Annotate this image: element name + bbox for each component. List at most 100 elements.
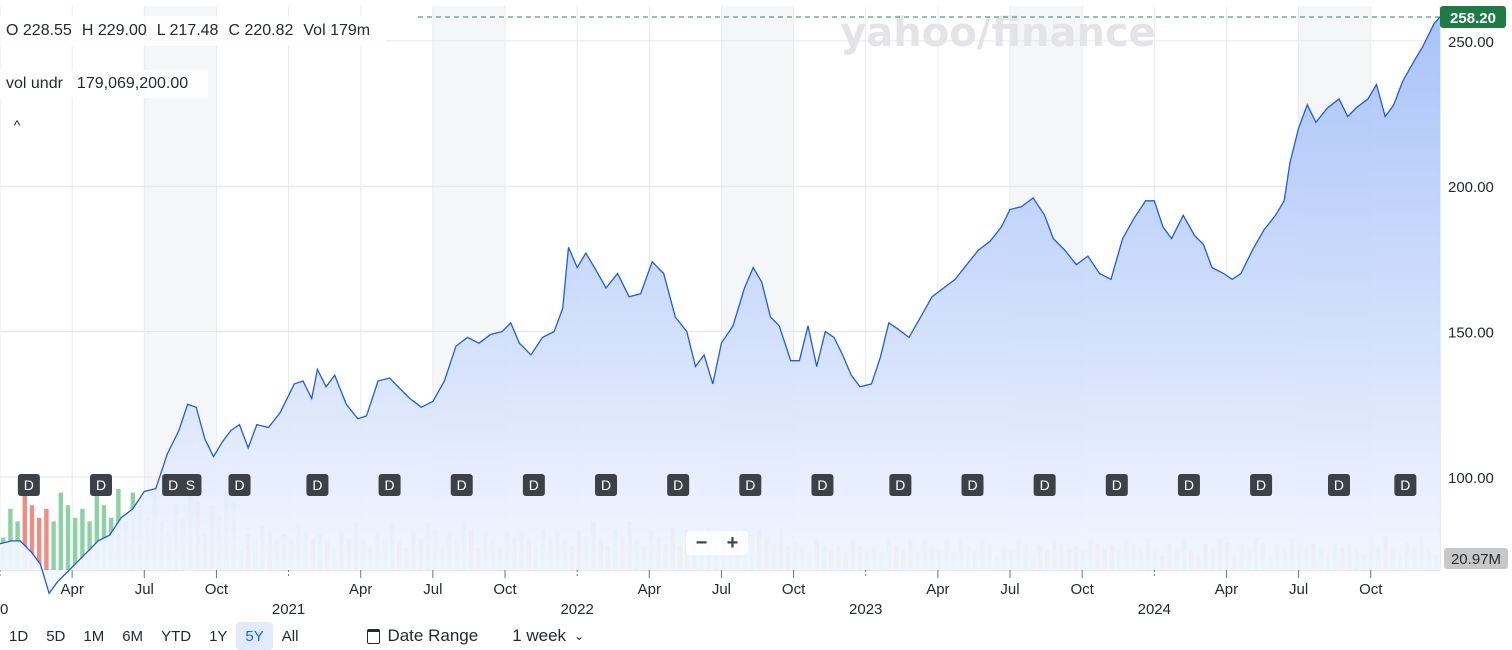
- y-tick-label: 250.00: [1448, 34, 1494, 51]
- x-tick-label: Apr: [349, 581, 372, 598]
- ohlc-readout: O 228.55 H 229.00 L 217.48 C 220.82 Vol …: [0, 16, 387, 46]
- dividend-marker[interactable]: D: [450, 474, 473, 496]
- x-tick-label: Apr: [60, 581, 83, 598]
- marker-label: D: [312, 477, 322, 493]
- marker-label: S: [186, 477, 195, 493]
- marker-label: D: [1112, 477, 1122, 493]
- volume-value: Vol 179m: [303, 22, 371, 39]
- marker-label: D: [457, 477, 467, 493]
- range-1d-button[interactable]: 1D: [9, 627, 29, 645]
- interval-label: 1 week: [512, 626, 567, 645]
- marker-box: [1327, 474, 1350, 496]
- marker-label: D: [385, 477, 395, 493]
- volume-bar: [58, 492, 63, 570]
- dividend-marker[interactable]: D: [378, 474, 401, 496]
- close-value: C 220.82: [228, 22, 294, 39]
- range-5y-button[interactable]: 5Y: [236, 622, 273, 650]
- x-tick-label: Apr: [926, 581, 949, 598]
- marker-label: D: [817, 477, 827, 493]
- last-volume-badge: [1444, 548, 1508, 569]
- marker-box: [162, 474, 185, 496]
- zoom-controls: − +: [686, 531, 748, 555]
- dividend-marker[interactable]: D: [811, 474, 834, 496]
- dividend-marker[interactable]: D: [162, 474, 185, 496]
- range-ytd-button[interactable]: YTD: [161, 627, 192, 645]
- high-value: H 229.00: [81, 22, 147, 39]
- x-tick-label: Jul: [1289, 581, 1308, 598]
- dividend-marker[interactable]: D: [739, 474, 762, 496]
- dividend-marker[interactable]: D: [228, 474, 251, 496]
- dividend-marker[interactable]: S: [179, 474, 202, 496]
- dividend-marker[interactable]: D: [1105, 474, 1128, 496]
- dividend-marker[interactable]: D: [1394, 474, 1417, 496]
- marker-box: [1033, 474, 1056, 496]
- dividend-marker[interactable]: D: [522, 474, 545, 496]
- marker-box: [1250, 474, 1273, 496]
- interval-dropdown[interactable]: 1 week ⌄: [512, 626, 584, 646]
- volume-bar: [94, 492, 99, 570]
- x-tick-label: 2024: [1138, 601, 1171, 618]
- dividend-marker[interactable]: D: [1250, 474, 1273, 496]
- x-tick-label: Oct: [782, 581, 806, 598]
- last-price-badge: [1440, 6, 1506, 29]
- dividend-marker[interactable]: D: [306, 474, 329, 496]
- marker-label: D: [96, 477, 106, 493]
- dividend-marker[interactable]: D: [1327, 474, 1350, 496]
- y-tick-label: 100.00: [1448, 470, 1494, 487]
- marker-label: D: [234, 477, 244, 493]
- chevron-up-icon: ^: [13, 117, 21, 133]
- marker-label: D: [1400, 477, 1410, 493]
- marker-label: D: [24, 477, 34, 493]
- x-tick-label: 2022: [560, 601, 593, 618]
- volume-bar: [37, 517, 42, 570]
- last-volume-value: 20.97M: [1451, 551, 1501, 568]
- volume-bar: [51, 521, 56, 570]
- range-5d-button[interactable]: 5D: [46, 627, 66, 645]
- marker-box: [1394, 474, 1417, 496]
- y-tick-label: 150.00: [1448, 325, 1494, 342]
- marker-box: [889, 474, 912, 496]
- dividend-marker[interactable]: D: [961, 474, 984, 496]
- range-6m-button[interactable]: 6M: [122, 627, 144, 645]
- zoom-out-button[interactable]: −: [695, 532, 708, 554]
- volume-bar: [65, 505, 71, 570]
- x-tick-label: Oct: [1359, 581, 1383, 598]
- range-1y-button[interactable]: 1Y: [209, 627, 228, 645]
- marker-label: D: [529, 477, 539, 493]
- y-tick-label: 200.00: [1448, 179, 1494, 196]
- volume-study-legend[interactable]: vol undr 179,069,200.00: [0, 70, 209, 98]
- zoom-in-button[interactable]: +: [726, 532, 739, 554]
- dividend-marker[interactable]: D: [17, 474, 40, 496]
- volume-study-value: 179,069,200.00: [76, 75, 189, 92]
- volume-bar: [44, 508, 49, 570]
- open-value: O 228.55: [6, 22, 72, 39]
- volume-bar: [8, 508, 13, 570]
- last-price-value: 258.20: [1450, 10, 1496, 27]
- collapse-legend-button[interactable]: ^: [6, 114, 28, 136]
- chevron-down-icon: ⌄: [574, 629, 585, 643]
- x-tick-label: Apr: [638, 581, 661, 598]
- range-toolbar: 1D 5D 1M 6M YTD 1Y 5Y All Date Range 1 w…: [0, 622, 1512, 650]
- volume-bar: [87, 521, 92, 570]
- range-1m-button[interactable]: 1M: [83, 627, 105, 645]
- x-tick-label: 2023: [849, 601, 882, 618]
- dividend-marker[interactable]: D: [1177, 474, 1200, 496]
- x-tick-label: Oct: [1070, 581, 1094, 598]
- dividend-marker[interactable]: D: [1033, 474, 1056, 496]
- yahoo-finance-watermark: yahoo/finance: [840, 10, 1156, 56]
- marker-label: D: [745, 477, 755, 493]
- marker-box: [595, 474, 618, 496]
- range-all-button[interactable]: All: [281, 627, 299, 645]
- volume-study-label: vol undr: [6, 75, 63, 92]
- x-tick-label: 2021: [272, 601, 305, 618]
- dividend-marker[interactable]: D: [90, 474, 113, 496]
- dividend-marker[interactable]: D: [667, 474, 690, 496]
- marker-box: [450, 474, 473, 496]
- date-range-button[interactable]: Date Range: [367, 626, 478, 646]
- dividend-marker[interactable]: D: [595, 474, 618, 496]
- price-area: [0, 17, 1440, 594]
- marker-box: [1177, 474, 1200, 496]
- dividend-marker[interactable]: D: [889, 474, 912, 496]
- marker-box: [667, 474, 690, 496]
